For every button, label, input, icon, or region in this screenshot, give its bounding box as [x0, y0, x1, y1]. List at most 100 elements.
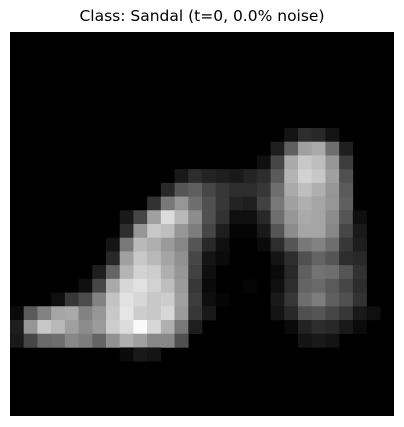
pixel	[119, 347, 134, 362]
pixel	[270, 155, 285, 170]
pixel	[106, 265, 121, 280]
pixel	[229, 169, 244, 184]
pixel	[311, 141, 326, 156]
pixel	[325, 182, 340, 197]
pixel	[133, 210, 148, 225]
pixel	[188, 278, 203, 293]
pixel	[270, 292, 285, 307]
pixel	[284, 278, 299, 293]
pixel	[188, 237, 203, 252]
pixel	[147, 210, 162, 225]
pixel	[284, 141, 299, 156]
pixel	[243, 210, 258, 225]
pixel	[325, 155, 340, 170]
pixel	[339, 169, 354, 184]
pixel	[339, 320, 354, 335]
pixel	[325, 210, 340, 225]
pixel	[311, 155, 326, 170]
pixel	[119, 251, 134, 266]
pixel	[256, 196, 271, 211]
pixel	[202, 251, 217, 266]
pixel	[133, 320, 148, 335]
pixel	[202, 265, 217, 280]
pixel	[188, 210, 203, 225]
pixel	[339, 292, 354, 307]
pixel	[284, 306, 299, 321]
pixel	[202, 169, 217, 184]
pixel	[174, 251, 189, 266]
pixel	[10, 320, 25, 335]
pixel	[270, 196, 285, 211]
pixel	[10, 333, 25, 348]
pixel	[133, 347, 148, 362]
pixel	[160, 265, 175, 280]
pixel	[256, 237, 271, 252]
pixel	[133, 251, 148, 266]
pixel	[10, 306, 25, 321]
pixel	[147, 278, 162, 293]
pixel	[202, 292, 217, 307]
pixel	[284, 155, 299, 170]
pixel	[311, 182, 326, 197]
pixel	[92, 320, 107, 335]
pixel	[298, 265, 313, 280]
pixel	[325, 265, 340, 280]
pixel	[298, 292, 313, 307]
pixel	[229, 196, 244, 211]
pixel	[352, 292, 367, 307]
pixel	[64, 306, 79, 321]
pixel	[311, 237, 326, 252]
pixel	[106, 320, 121, 335]
pixel	[23, 306, 38, 321]
pixel	[160, 306, 175, 321]
pixel	[160, 278, 175, 293]
pixel	[352, 278, 367, 293]
pixel	[311, 251, 326, 266]
pixel	[51, 333, 66, 348]
pixel	[298, 278, 313, 293]
pixel	[133, 292, 148, 307]
pixel	[188, 251, 203, 266]
pixel	[174, 169, 189, 184]
pixel	[160, 210, 175, 225]
pixel	[298, 320, 313, 335]
pixel	[270, 224, 285, 239]
pixel	[106, 292, 121, 307]
pixel	[352, 210, 367, 225]
pixel	[243, 196, 258, 211]
pixel	[352, 320, 367, 335]
pixel	[311, 306, 326, 321]
pixel	[202, 182, 217, 197]
pixel	[106, 333, 121, 348]
pixel	[311, 128, 326, 143]
pixel	[188, 224, 203, 239]
pixel	[339, 224, 354, 239]
pixel	[188, 292, 203, 307]
pixel	[325, 306, 340, 321]
pixel	[188, 196, 203, 211]
pixel	[298, 196, 313, 211]
pixel	[325, 128, 340, 143]
pixel	[64, 320, 79, 335]
pixel	[366, 306, 381, 321]
pixel	[229, 210, 244, 225]
pixel	[174, 292, 189, 307]
pixel	[147, 224, 162, 239]
pixel	[339, 196, 354, 211]
pixel	[106, 251, 121, 266]
pixel	[64, 292, 79, 307]
pixel	[133, 306, 148, 321]
pixel	[311, 210, 326, 225]
pixel	[78, 292, 93, 307]
pixel	[202, 224, 217, 239]
pixel	[174, 210, 189, 225]
pixel	[243, 278, 258, 293]
pixel	[37, 320, 52, 335]
pixel	[174, 237, 189, 252]
pixel	[106, 237, 121, 252]
pixel	[188, 320, 203, 335]
pixel	[352, 251, 367, 266]
pixel	[119, 333, 134, 348]
pixel	[284, 128, 299, 143]
